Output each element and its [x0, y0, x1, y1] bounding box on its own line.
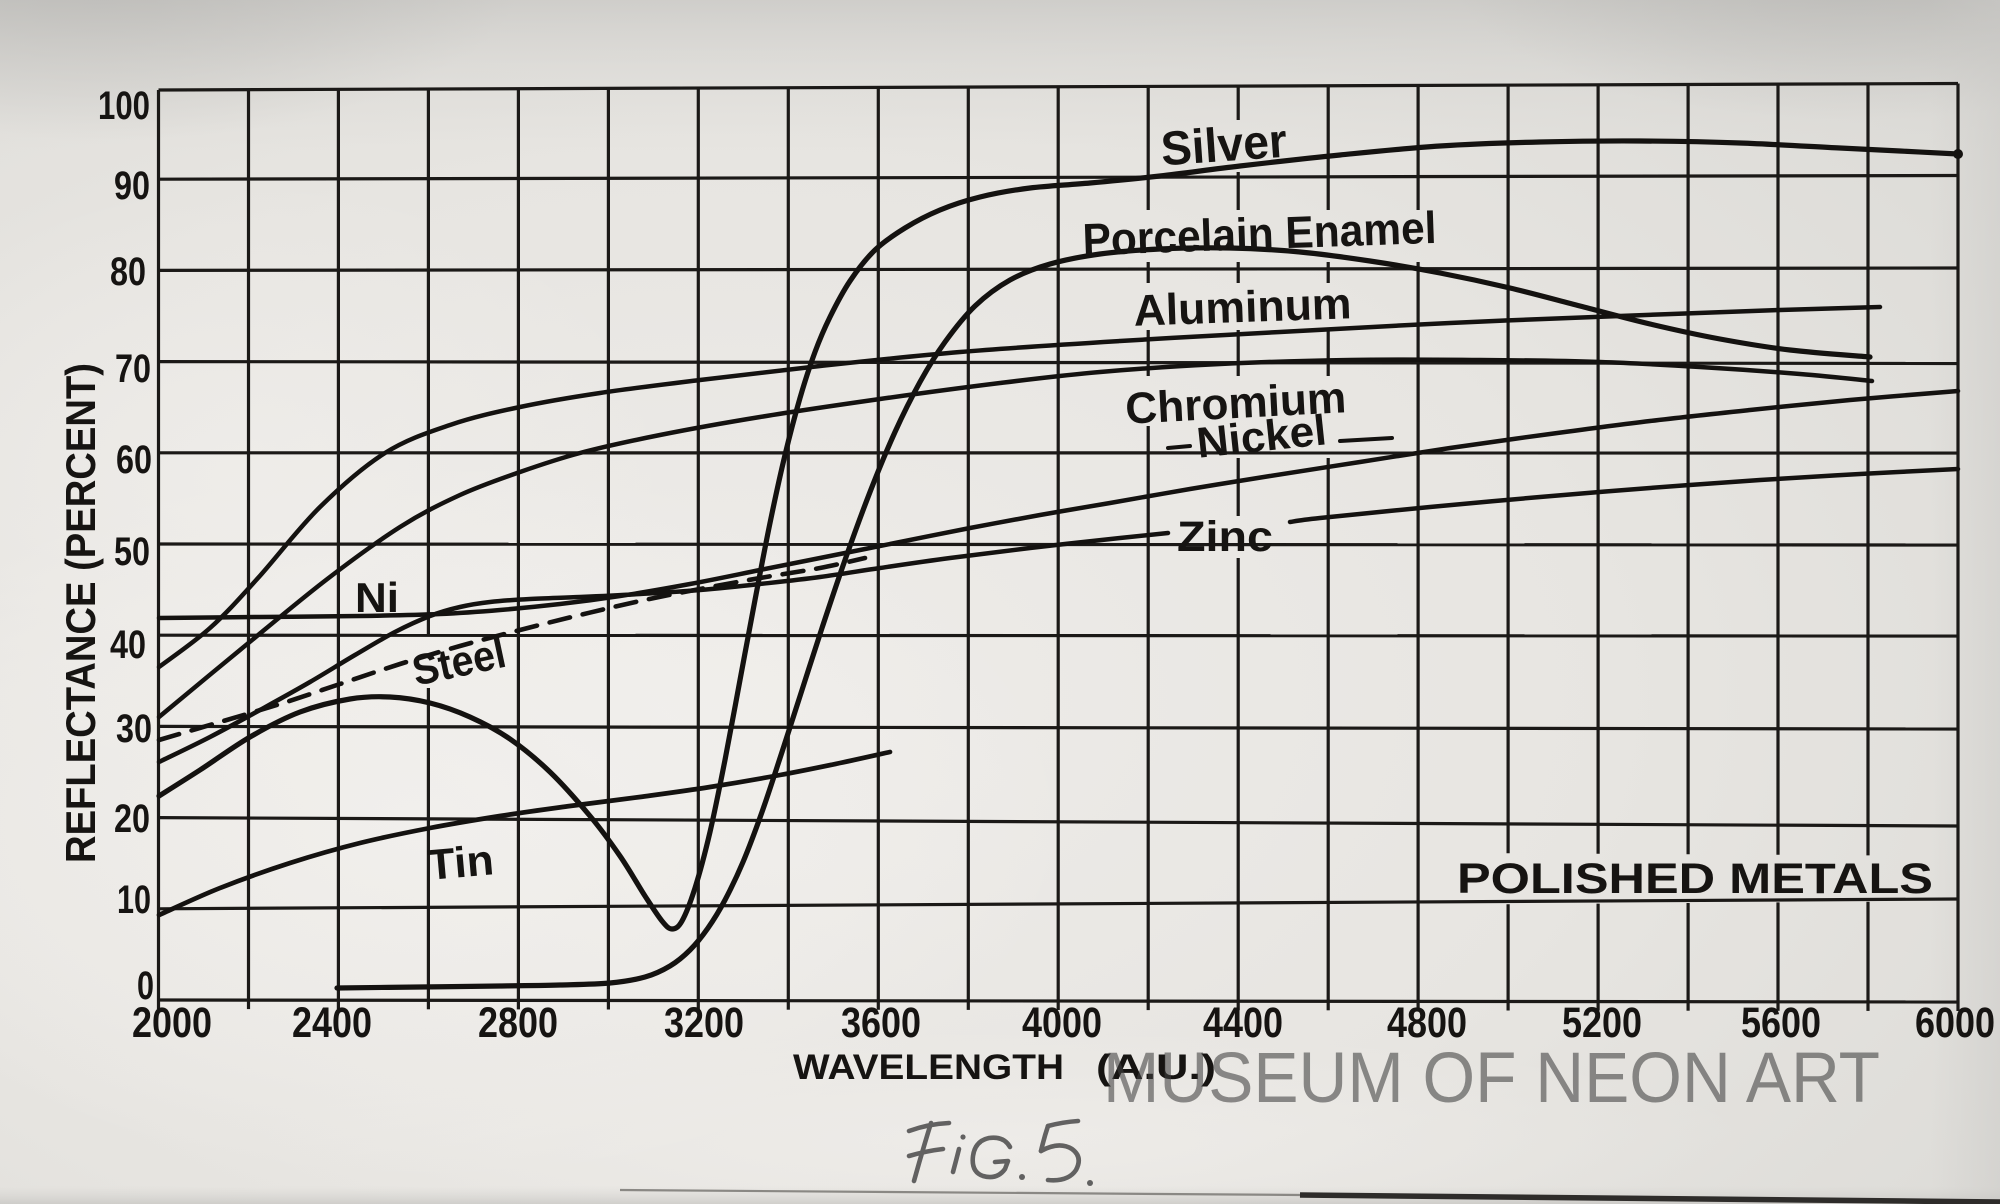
svg-text:3600: 3600 [841, 999, 921, 1047]
svg-text:2400: 2400 [292, 999, 372, 1047]
svg-text:Chromium: Chromium [1124, 373, 1347, 433]
svg-text:Aluminum: Aluminum [1133, 279, 1353, 336]
svg-text:Tin: Tin [426, 836, 496, 890]
svg-text:Porcelain Enamel: Porcelain Enamel [1082, 202, 1438, 265]
svg-text:0: 0 [137, 964, 154, 1008]
svg-text:4400: 4400 [1203, 999, 1283, 1047]
svg-text:4000: 4000 [1022, 999, 1102, 1047]
svg-text:MUSEUM OF NEON ART: MUSEUM OF NEON ART [1103, 1039, 1880, 1118]
svg-text:POLISHED METALS: POLISHED METALS [1457, 855, 1933, 903]
svg-text:40: 40 [110, 623, 146, 667]
svg-text:(A.U.): (A.U.) [1096, 1048, 1216, 1087]
svg-text:3200: 3200 [664, 999, 744, 1047]
svg-text:20: 20 [114, 797, 150, 841]
svg-text:80: 80 [110, 250, 146, 294]
svg-text:5600: 5600 [1741, 999, 1821, 1047]
svg-text:Ni: Ni [355, 574, 399, 621]
svg-text:50: 50 [114, 530, 150, 574]
svg-text:Zinc: Zinc [1177, 513, 1273, 561]
svg-text:60: 60 [116, 438, 152, 482]
svg-text:4800: 4800 [1387, 999, 1467, 1047]
svg-text:WAVELENGTH: WAVELENGTH [793, 1048, 1064, 1087]
svg-text:5200: 5200 [1562, 999, 1642, 1047]
svg-text:30: 30 [116, 707, 152, 751]
svg-text:Silver: Silver [1159, 115, 1288, 177]
svg-text:2000: 2000 [132, 999, 212, 1047]
svg-text:6000: 6000 [1915, 999, 1995, 1047]
svg-text:70: 70 [115, 347, 151, 391]
svg-text:90: 90 [114, 164, 150, 208]
svg-text:10: 10 [117, 878, 151, 922]
svg-text:2800: 2800 [478, 999, 558, 1047]
svg-text:100: 100 [98, 84, 150, 128]
svg-text:REFLECTANCE (PERCENT): REFLECTANCE (PERCENT) [57, 363, 104, 863]
